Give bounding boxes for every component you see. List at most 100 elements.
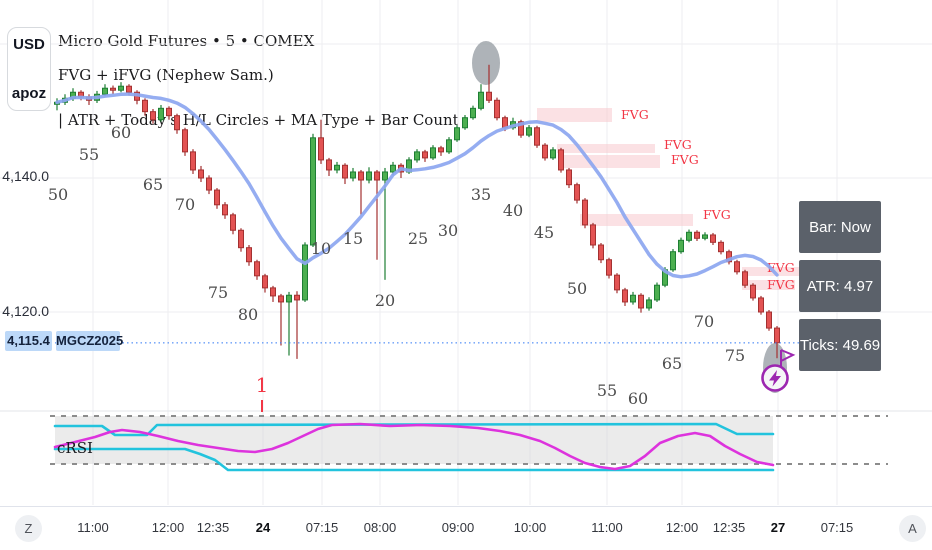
candle bbox=[470, 107, 476, 119]
bar-count-label: 50 bbox=[567, 279, 587, 298]
bar-count-label: 35 bbox=[471, 185, 491, 204]
candle bbox=[646, 299, 652, 309]
candle bbox=[486, 91, 492, 101]
candle bbox=[566, 169, 572, 186]
bar-count-label: 30 bbox=[438, 221, 458, 240]
unit-label: apoz bbox=[11, 85, 47, 102]
time-axis-label: 08:00 bbox=[363, 520, 397, 535]
candle bbox=[118, 85, 124, 91]
candlestick-series bbox=[54, 64, 780, 359]
symbol-title[interactable]: Micro Gold Futures • 5 • COMEX bbox=[58, 32, 315, 50]
candle bbox=[726, 251, 732, 263]
candle bbox=[358, 171, 364, 181]
time-axis-label: 09:00 bbox=[441, 520, 475, 535]
bar-count-label: 60 bbox=[628, 389, 648, 408]
time-axis-label: 12:35 bbox=[712, 520, 746, 535]
price-scale[interactable]: 4,140.0 4,120.0 bbox=[0, 0, 55, 505]
candle bbox=[206, 177, 212, 191]
candle bbox=[342, 164, 348, 179]
candle bbox=[302, 244, 308, 301]
candle bbox=[158, 107, 164, 121]
candle bbox=[278, 295, 284, 303]
fvg-label: FVG bbox=[621, 107, 649, 122]
axis-settings-button[interactable]: A bbox=[899, 515, 926, 542]
candle bbox=[198, 169, 204, 179]
bar-count-label: 25 bbox=[408, 229, 428, 248]
bar-count-label: 60 bbox=[111, 123, 131, 142]
bar-count-label: 55 bbox=[79, 145, 99, 164]
crsi-indicator-label[interactable]: cRSI bbox=[57, 439, 93, 457]
candle bbox=[558, 149, 564, 171]
candle bbox=[102, 87, 108, 95]
price-unit-widget[interactable]: USD apoz bbox=[7, 27, 51, 111]
rsi-main-line bbox=[53, 422, 775, 471]
candle bbox=[702, 234, 708, 239]
candle bbox=[686, 231, 692, 241]
time-axis-label: 11:00 bbox=[77, 520, 109, 535]
candle bbox=[270, 287, 276, 297]
bar-count-label: 40 bbox=[503, 201, 523, 220]
candle bbox=[494, 99, 500, 119]
candle bbox=[534, 127, 540, 146]
candle bbox=[574, 184, 580, 201]
candle bbox=[742, 271, 748, 286]
candle bbox=[150, 111, 156, 121]
time-axis-day-label: 24 bbox=[255, 520, 271, 535]
bar-count-label: 20 bbox=[375, 291, 395, 310]
candle bbox=[286, 294, 292, 303]
candle bbox=[774, 327, 780, 344]
candle bbox=[294, 294, 300, 301]
candle bbox=[582, 199, 588, 226]
symbol-badge: MGCZ2025 bbox=[56, 331, 123, 351]
candle bbox=[654, 284, 660, 301]
timezone-button[interactable]: Z bbox=[15, 515, 42, 542]
candle bbox=[222, 204, 228, 216]
candle bbox=[430, 147, 436, 159]
candle bbox=[246, 247, 252, 263]
bar-count-label: 65 bbox=[662, 354, 682, 373]
candle bbox=[550, 149, 556, 159]
rsi-lower-band-line bbox=[53, 447, 775, 472]
fvg-label: FVG bbox=[664, 137, 692, 152]
candle bbox=[638, 294, 644, 309]
time-axis-label: 07:15 bbox=[305, 520, 339, 535]
flag-icon bbox=[780, 349, 796, 367]
candle bbox=[750, 284, 756, 299]
bar-count-label: 10 bbox=[311, 239, 331, 258]
last-price-badge: 4,115.4 bbox=[5, 331, 52, 351]
indicator-info-panel: Bar: Now ATR: 4.97 Ticks: 49.69 bbox=[799, 201, 881, 371]
candle bbox=[254, 261, 260, 277]
candle bbox=[590, 224, 596, 246]
rsi-upper-band-line bbox=[53, 422, 775, 437]
bar-count-label: 55 bbox=[597, 381, 617, 400]
candle bbox=[350, 171, 356, 179]
candle bbox=[718, 241, 724, 253]
candle bbox=[190, 151, 196, 171]
bar-count-label: 15 bbox=[343, 229, 363, 248]
candle bbox=[182, 129, 188, 153]
lightning-bolt-icon bbox=[769, 370, 781, 387]
candle bbox=[518, 121, 524, 136]
candle bbox=[326, 159, 332, 171]
candle bbox=[310, 137, 316, 246]
indicator-title-fvg[interactable]: FVG + iFVG (Nephew Sam.) bbox=[58, 66, 274, 84]
candle bbox=[766, 311, 772, 329]
svg-text:1: 1 bbox=[256, 373, 269, 397]
candle bbox=[374, 171, 380, 181]
candle bbox=[678, 239, 684, 253]
bar-count-label: 65 bbox=[143, 175, 163, 194]
time-axis[interactable]: Z A 11:00 12:00 12:35 24 07:15 08:00 09:00 10:0… bbox=[0, 506, 932, 550]
time-axis-label: 10:00 bbox=[513, 520, 547, 535]
candle bbox=[622, 289, 628, 303]
candle bbox=[446, 139, 452, 153]
candle bbox=[238, 229, 244, 249]
candle bbox=[262, 275, 268, 289]
candle bbox=[694, 231, 700, 239]
time-axis-label: 07:15 bbox=[820, 520, 854, 535]
time-axis-label: 12:00 bbox=[665, 520, 699, 535]
candle bbox=[734, 261, 740, 273]
candle bbox=[758, 297, 764, 313]
time-axis-label: 12:35 bbox=[196, 520, 230, 535]
